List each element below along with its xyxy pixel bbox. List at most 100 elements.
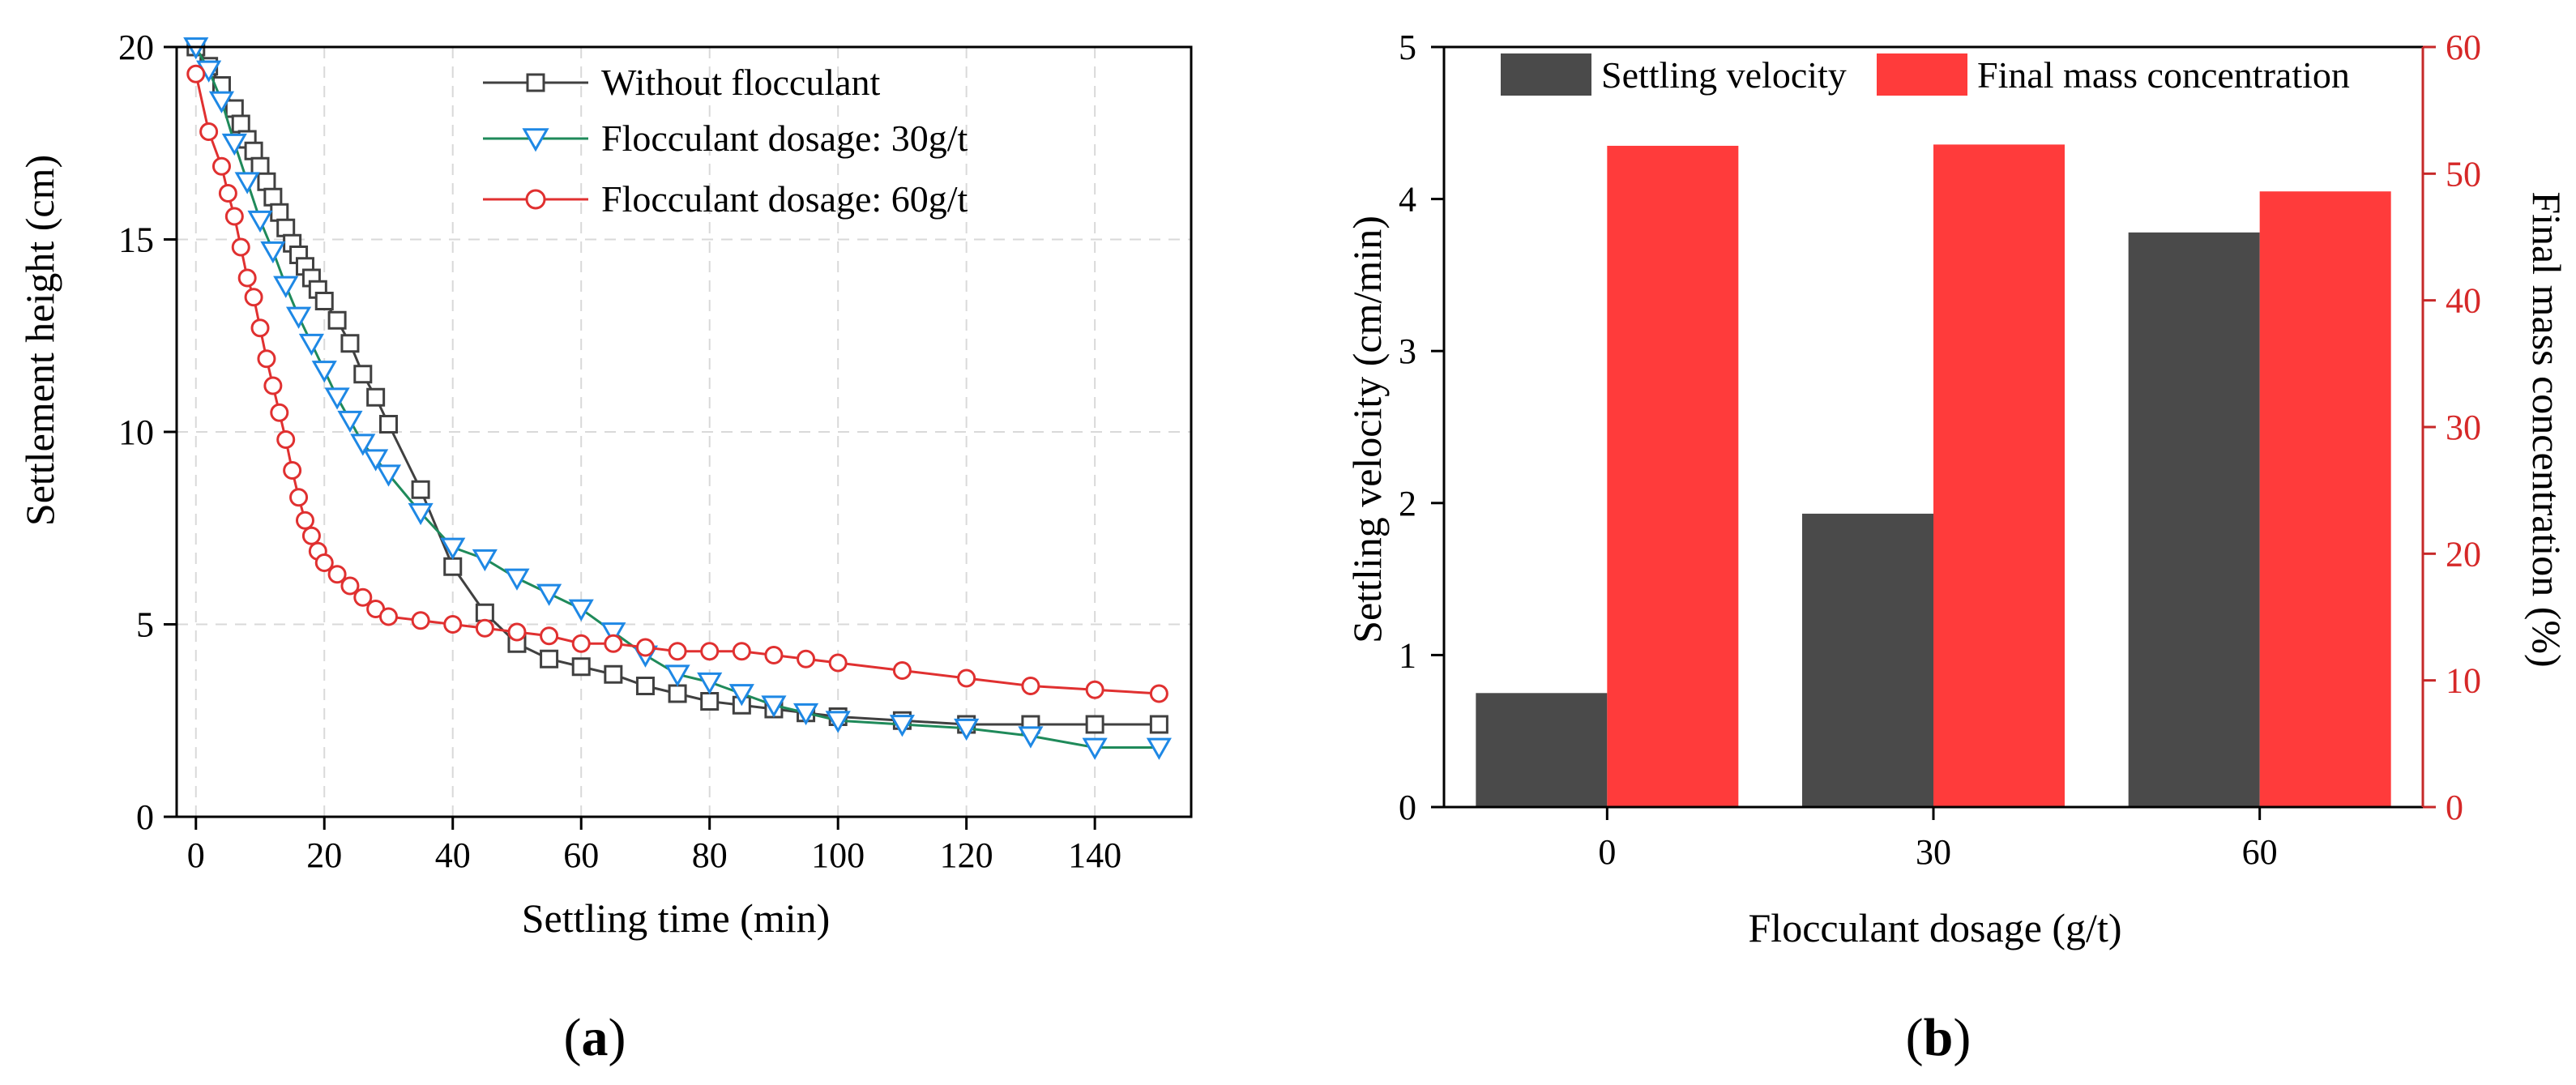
data-point bbox=[378, 607, 398, 626]
y-tick-label: 0 bbox=[136, 797, 154, 837]
data-point bbox=[571, 657, 591, 677]
data-point bbox=[247, 210, 273, 233]
data-point bbox=[540, 626, 559, 646]
data-point bbox=[668, 684, 687, 703]
data-point bbox=[700, 692, 720, 711]
data-point bbox=[635, 638, 655, 657]
data-point bbox=[311, 361, 337, 383]
data-point bbox=[366, 387, 386, 407]
data-point bbox=[1021, 677, 1040, 695]
data-point bbox=[353, 365, 373, 384]
data-point bbox=[1149, 684, 1168, 703]
data-point bbox=[199, 122, 219, 141]
y-tick-label: 1 bbox=[1399, 635, 1416, 675]
chart-b-left-y-axis-title: Settling velocity (cm/min) bbox=[1344, 216, 1390, 643]
chart-a-series bbox=[183, 37, 1172, 760]
data-point bbox=[828, 653, 848, 673]
data-point bbox=[440, 537, 466, 560]
data-point bbox=[327, 565, 347, 584]
y2-tick-label: 10 bbox=[2446, 661, 2481, 701]
data-point bbox=[340, 576, 360, 596]
data-point bbox=[350, 434, 376, 456]
data-point bbox=[1149, 715, 1168, 734]
data-point bbox=[314, 292, 334, 310]
data-point bbox=[263, 376, 283, 395]
legend-marker-circle bbox=[525, 189, 546, 210]
chart-b-right-y-axis-title: Final mass concentration (%) bbox=[2524, 191, 2570, 667]
data-point bbox=[224, 207, 244, 226]
data-point bbox=[761, 695, 787, 718]
data-point bbox=[224, 99, 244, 118]
data-point bbox=[250, 156, 270, 176]
data-point bbox=[443, 615, 463, 634]
data-point bbox=[283, 461, 302, 480]
y2-tick-label: 0 bbox=[2446, 788, 2463, 827]
legend-item-dosage-60: Flocculant dosage: 60g/t bbox=[483, 178, 968, 220]
data-point bbox=[260, 241, 286, 264]
data-point bbox=[697, 672, 723, 695]
legend-item-final-mass-concentration: Final mass concentration bbox=[1877, 53, 2350, 96]
chart-b-legend: Settling velocity Final mass concentrati… bbox=[1501, 53, 2350, 96]
data-point bbox=[475, 618, 494, 638]
data-point bbox=[353, 587, 373, 607]
data-point bbox=[1085, 680, 1104, 699]
legend-marker-square bbox=[526, 73, 545, 92]
x-tick-label: 40 bbox=[435, 835, 471, 875]
data-point bbox=[276, 218, 296, 237]
y-tick-label: 3 bbox=[1399, 331, 1416, 371]
data-point bbox=[957, 669, 976, 688]
chart-a-y-ticks: 0 5 10 15 20 bbox=[118, 28, 177, 837]
chart-b-dosage-bars: 0 30 60 0 1 2 3 4 5 0 10 20 30 40 50 60 Flocculant do… bbox=[1344, 28, 2570, 1067]
y2-tick-label: 40 bbox=[2446, 281, 2481, 321]
data-point bbox=[1082, 737, 1108, 760]
data-point bbox=[792, 703, 819, 726]
data-point bbox=[1085, 715, 1104, 734]
data-point bbox=[314, 553, 334, 572]
chart-a-x-ticks: 0 20 40 60 80 100 120 140 bbox=[187, 817, 1121, 875]
data-point bbox=[954, 718, 980, 741]
chart-a-settlement-curves: 0 20 40 60 80 100 120 140 0 5 10 15 20 Settling tim… bbox=[17, 28, 1193, 1067]
chart-b-x-axis-title: Flocculant dosage (g/t) bbox=[1749, 905, 2122, 950]
chart-b-left-y-ticks: 0 1 2 3 4 5 bbox=[1399, 28, 1444, 827]
chart-b-x-ticks: 0 30 60 bbox=[1598, 807, 2278, 872]
y-tick-label: 20 bbox=[118, 28, 154, 67]
data-point bbox=[211, 156, 231, 176]
data-point bbox=[295, 510, 314, 530]
chart-a-y-axis-title: Settlement height (cm) bbox=[17, 155, 62, 526]
data-point bbox=[270, 403, 289, 422]
data-point bbox=[507, 622, 527, 642]
x-tick-label: 0 bbox=[1598, 832, 1616, 872]
data-point bbox=[218, 184, 237, 203]
data-point bbox=[571, 634, 591, 653]
chart-a-legend: Without flocculant Flocculant dosage: 30… bbox=[483, 62, 968, 220]
data-point bbox=[797, 649, 816, 669]
data-point bbox=[472, 549, 498, 572]
bar-final-mass-concentration bbox=[1607, 145, 1739, 807]
data-point bbox=[298, 333, 324, 357]
data-point bbox=[186, 64, 206, 83]
series-line bbox=[194, 73, 1160, 695]
data-point bbox=[270, 203, 289, 222]
chart-b-bars bbox=[1476, 144, 2391, 808]
legend-label: Settling velocity bbox=[1601, 54, 1847, 96]
legend-label: Without flocculant bbox=[601, 62, 881, 103]
data-point bbox=[363, 449, 389, 472]
x-tick-label: 140 bbox=[1068, 835, 1121, 875]
y2-tick-label: 60 bbox=[2446, 28, 2481, 67]
data-point bbox=[540, 649, 559, 669]
data-point bbox=[664, 664, 690, 687]
legend-label: Flocculant dosage: 60g/t bbox=[601, 178, 968, 220]
legend-label: Final mass concentration bbox=[1977, 54, 2350, 96]
bar-final-mass-concentration bbox=[2259, 191, 2391, 808]
data-point bbox=[504, 568, 530, 591]
data-point bbox=[221, 133, 247, 156]
data-point bbox=[443, 557, 463, 576]
data-point bbox=[536, 583, 562, 606]
data-point bbox=[340, 334, 360, 353]
data-point bbox=[825, 711, 851, 733]
data-point bbox=[263, 187, 283, 207]
legend-item-without-flocculant: Without flocculant bbox=[483, 62, 881, 103]
data-point bbox=[250, 318, 270, 338]
data-point bbox=[324, 387, 350, 410]
data-point bbox=[728, 684, 754, 707]
